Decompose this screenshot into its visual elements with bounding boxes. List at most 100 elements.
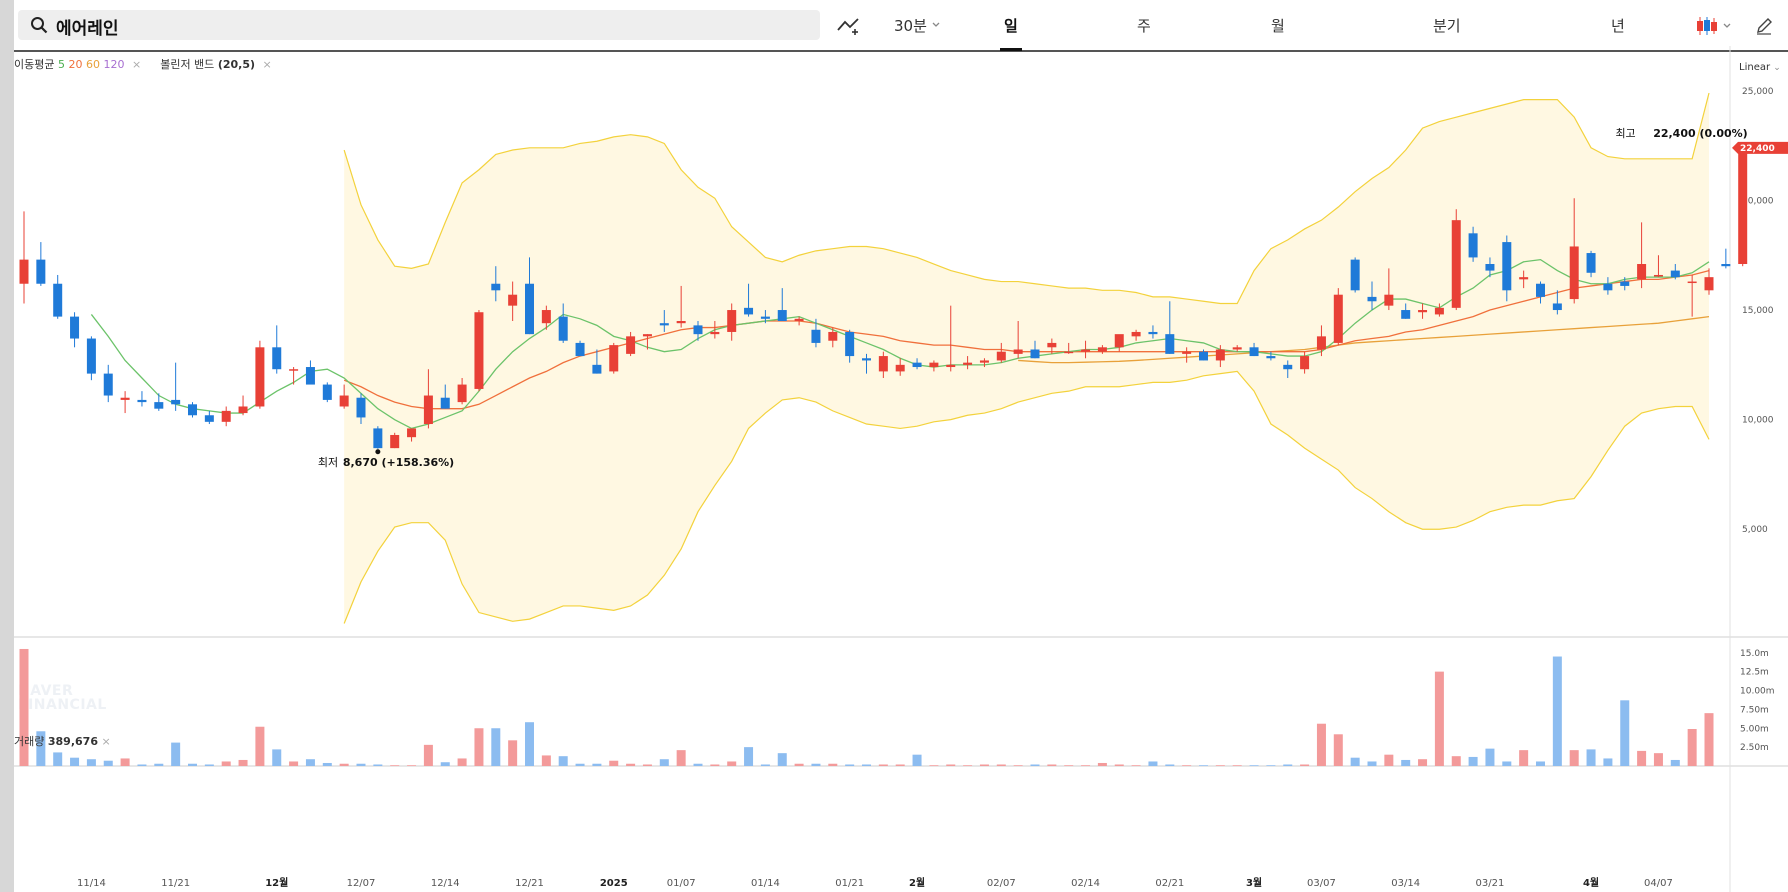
candle-body	[727, 310, 737, 332]
volume-bar	[1030, 764, 1040, 766]
scale-label-text: Linear	[1739, 62, 1771, 73]
volume-bar	[541, 755, 551, 766]
volume-bar	[1519, 750, 1529, 766]
candle-body	[221, 410, 231, 422]
ma-label: 이동평균	[14, 58, 55, 71]
pencil-icon[interactable]	[1754, 16, 1774, 36]
volume-bar	[609, 760, 619, 766]
candle-body	[794, 318, 804, 321]
volume-bar	[929, 765, 939, 766]
volume-tick-label: 12.5m	[1740, 668, 1769, 678]
volume-bar	[1249, 765, 1259, 766]
volume-bar	[1114, 764, 1124, 766]
volume-bar	[390, 765, 400, 766]
volume-bar	[1300, 764, 1310, 766]
volume-bar	[1148, 761, 1158, 766]
volume-bar	[1418, 759, 1428, 766]
candle-body	[1401, 310, 1411, 319]
naver-financial-watermark: NAVER FINANCIAL	[18, 683, 107, 713]
candle-body	[1131, 331, 1141, 337]
volume-bar	[1232, 765, 1242, 766]
x-tick-label: 02/14	[1071, 878, 1100, 889]
candle-body	[154, 402, 164, 409]
candle-body	[1097, 347, 1107, 352]
volume-bar	[912, 754, 922, 766]
scale-toggle[interactable]: Linear ⌄	[1739, 62, 1781, 73]
volume-bar	[744, 747, 754, 766]
candle-body	[289, 369, 299, 371]
candle-body	[137, 399, 147, 403]
interval-dropdown[interactable]: 30분	[894, 17, 927, 35]
volume-bar	[1434, 671, 1444, 766]
tab-month[interactable]: 월	[1271, 17, 1285, 35]
candle-body	[845, 331, 855, 357]
candle-body	[777, 310, 787, 321]
volume-bar	[1266, 765, 1276, 766]
candle-body	[996, 351, 1006, 361]
bollinger-lower-line	[343, 370, 1710, 624]
candle-body	[356, 397, 366, 418]
volume-bar	[1502, 761, 1512, 766]
candle-body	[1569, 246, 1579, 300]
candle-body	[238, 406, 248, 414]
candle-body	[204, 415, 214, 422]
volume-bar	[727, 761, 737, 766]
volume-bar	[322, 762, 332, 766]
bb-label: 볼린저 밴드	[160, 58, 215, 71]
volume-tick-label: 15.0m	[1740, 649, 1769, 659]
candle-body	[575, 342, 585, 357]
volume-bar	[120, 758, 130, 766]
chart-area[interactable]: 5,000 10,000 15,000 20,000 25,000 2.50m 5.00m 7…	[14, 46, 1788, 892]
volume-bar	[255, 726, 265, 766]
candle-body	[1653, 274, 1663, 277]
volume-legend: 거래량 389,676 ×	[14, 733, 111, 749]
candle-body	[373, 428, 383, 449]
candle-body	[1182, 351, 1192, 354]
candle-body	[642, 334, 652, 337]
candle-body	[525, 283, 534, 335]
volume-bar	[592, 763, 602, 766]
volume-bar	[103, 760, 113, 766]
tab-day[interactable]: 일	[1004, 17, 1018, 35]
last-price-tag	[1732, 141, 1788, 154]
volume-bar	[1552, 656, 1562, 766]
candle-body	[1384, 294, 1394, 306]
search-input[interactable]: 에어레인	[18, 10, 820, 40]
tab-quarter[interactable]: 분기	[1433, 17, 1461, 35]
indicator-legend: 이동평균 5 20 60 120 × 볼린저 밴드 (20,5) ×	[14, 56, 272, 72]
x-tick-label: 03/07	[1307, 878, 1336, 889]
volume-bar	[1350, 757, 1360, 766]
volume-bar	[423, 744, 433, 766]
candle-body	[1586, 253, 1596, 273]
volume-bar	[946, 764, 956, 766]
volume-bar	[19, 648, 29, 766]
candle-body	[1704, 277, 1714, 291]
candle-body	[272, 347, 282, 370]
price-tick-label: 25,000	[1742, 87, 1774, 97]
candle-style-icon[interactable]	[1695, 15, 1735, 37]
chart-window: 에어레인 30분 일 주 월 분기 년 이동평균 5 20 60 120 × 볼…	[14, 0, 1788, 892]
volume-bar	[1384, 754, 1394, 766]
candle-body	[1300, 356, 1310, 370]
candle-body	[862, 358, 871, 361]
ma-remove-button[interactable]: ×	[131, 58, 142, 71]
candle-body	[508, 294, 518, 306]
tab-week[interactable]: 주	[1137, 17, 1151, 35]
volume-bar	[204, 764, 214, 766]
candle-body	[474, 312, 484, 389]
volume-bar	[407, 765, 417, 766]
candle-body	[407, 428, 417, 438]
candle-body	[1418, 310, 1428, 313]
indicator-add-icon[interactable]	[836, 16, 862, 36]
candle-body	[1114, 334, 1124, 348]
bollinger-band-fill	[344, 93, 1709, 624]
candle-body	[1687, 281, 1697, 284]
low-marker	[375, 449, 381, 455]
tab-year[interactable]: 년	[1611, 17, 1625, 35]
chevron-down-icon[interactable]	[932, 22, 940, 28]
volume-remove-button[interactable]: ×	[101, 735, 111, 748]
candle-body	[1468, 233, 1478, 258]
bb-remove-button[interactable]: ×	[262, 58, 272, 71]
x-tick-label: 02/07	[987, 878, 1016, 889]
volume-bar	[440, 762, 450, 766]
